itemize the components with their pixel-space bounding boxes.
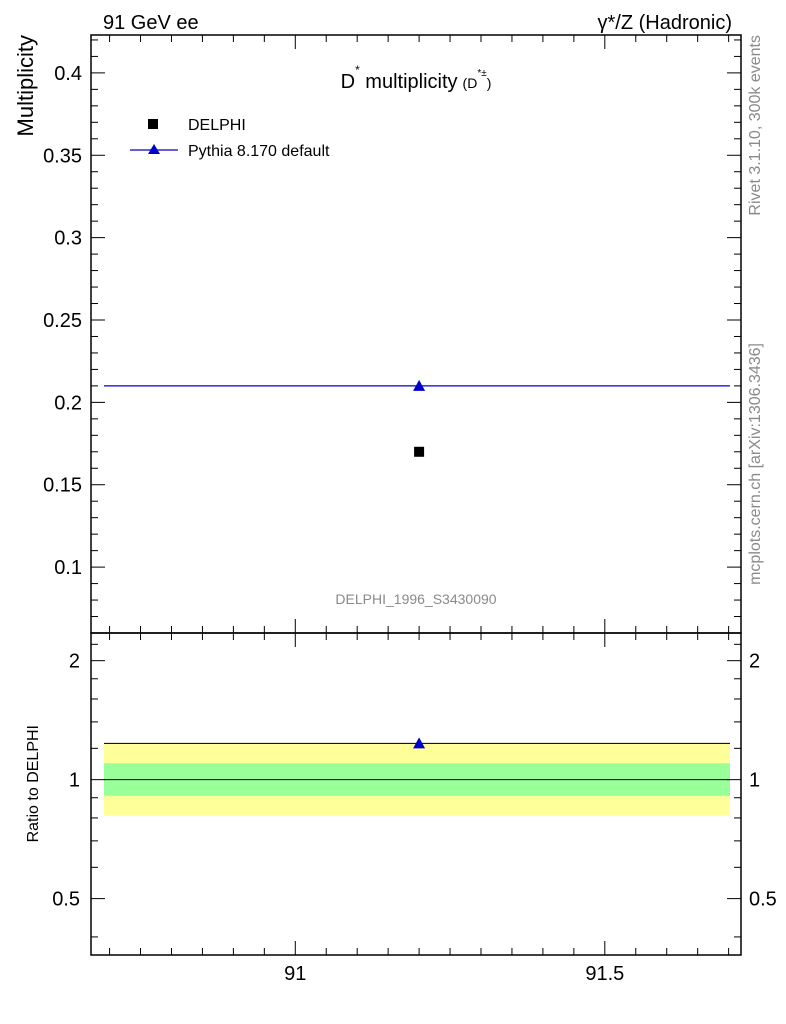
legend-label-pythia: Pythia 8.170 default — [188, 143, 330, 160]
legend-marker-delphi — [148, 119, 158, 129]
header-left-label: 91 GeV ee — [103, 12, 199, 34]
axis-ticks — [91, 35, 741, 955]
main-y-tick-label: 0.1 — [54, 557, 82, 579]
ratio-y-tick-label: 0.5 — [52, 889, 80, 911]
ratio-plot-frame — [90, 632, 742, 956]
axis-tick-labels: 0.1 0.15 0.2 0.25 0.3 0.35 0.4 91 91.5 0.5 0.5 1 1 2 2 — [43, 63, 777, 985]
main-y-tick-label: 0.4 — [54, 63, 82, 85]
main-plot-title: D* multiplicity (D*±) — [341, 63, 492, 93]
analysis-id-label: DELPHI_1996_S3430090 — [335, 591, 496, 607]
x-tick-label: 91.5 — [585, 963, 624, 985]
main-y-axis-label: Multiplicity — [13, 35, 38, 136]
delphi-point — [414, 446, 425, 457]
main-y-tick-label: 0.15 — [43, 475, 82, 497]
main-y-tick-label: 0.25 — [43, 310, 82, 332]
main-y-tick-label: 0.3 — [54, 228, 82, 250]
legend-marker-pythia — [148, 144, 160, 154]
legend-label-delphi: DELPHI — [188, 117, 246, 134]
ratio-y-tick-label-right: 2 — [749, 651, 760, 673]
ratio-pythia-point — [413, 737, 426, 749]
header-right-label: γ*/Z (Hadronic) — [598, 12, 732, 34]
ratio-y-tick-label-right: 0.5 — [749, 889, 777, 911]
main-y-tick-label: 0.35 — [43, 145, 82, 167]
ratio-y-axis-label: Ratio to DELPHI — [25, 725, 42, 842]
rivet-version-label: Rivet 3.1.10, 300k events — [747, 35, 764, 216]
pythia-point — [413, 379, 426, 391]
main-y-tick-label: 0.2 — [54, 392, 82, 414]
ratio-y-tick-label: 2 — [69, 651, 80, 673]
ratio-y-tick-label: 1 — [69, 770, 80, 792]
x-tick-label: 91 — [284, 963, 306, 985]
ratio-y-tick-label-right: 1 — [749, 770, 760, 792]
mcplots-label: mcplots.cern.ch [arXiv:1306.3436] — [747, 343, 764, 585]
legend: DELPHI Pythia 8.170 default — [130, 117, 330, 160]
